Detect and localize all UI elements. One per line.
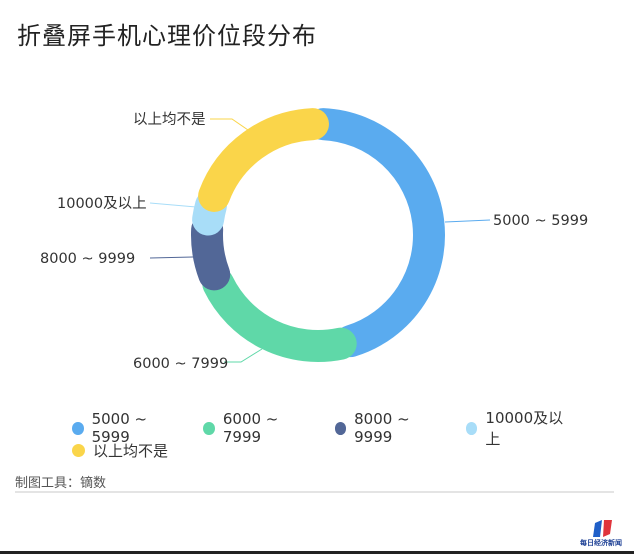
donut-slice-4[interactable]: [198, 108, 329, 212]
legend-dot-icon: [203, 421, 215, 435]
legend-dot-icon: [465, 421, 478, 435]
leader-line-8000: [149, 256, 194, 259]
slice-label-5000-5999: 5000 ~ 5999: [493, 213, 588, 229]
legend-dot-icon: [72, 443, 85, 457]
slice-label-10000-plus: 10000及以上: [57, 195, 147, 212]
slice-label-6000-7999: 6000 ~ 7999: [133, 356, 228, 372]
chart-legend: 5000 ~ 5999 6000 ~ 7999 8000 ~ 9999 1000…: [72, 409, 592, 461]
legend-label: 10000及以上: [485, 409, 564, 448]
legend-label: 8000 ~ 9999: [354, 410, 410, 446]
donut-slices: [191, 108, 445, 362]
donut-slice-2[interactable]: [191, 213, 231, 291]
legend-label: 6000 ~ 7999: [222, 410, 279, 446]
legend-dot-icon: [334, 421, 347, 435]
legend-label: 以上均不是: [93, 441, 169, 460]
legend-dot-icon: [72, 421, 84, 435]
leader-line-none: [210, 118, 249, 131]
donut-chart: 5000 ~ 5999 6000 ~ 7999 8000 ~ 9999 1000…: [40, 108, 588, 372]
legend-item-8000-9999[interactable]: 8000 ~ 9999: [334, 410, 442, 446]
legend-item-none-of-above[interactable]: 以上均不是: [72, 440, 168, 461]
nbd-logo-icon: [593, 520, 612, 537]
legend-item-6000-7999[interactable]: 6000 ~ 7999: [203, 410, 310, 446]
chart-source: 制图工具：镝数: [15, 476, 107, 491]
leader-line-6000: [224, 348, 263, 363]
legend-label: 5000 ~ 5999: [91, 410, 148, 446]
leader-line-10000: [149, 202, 197, 208]
leader-line-5000: [444, 219, 491, 223]
publisher-logo: 每日经济新闻: [573, 520, 625, 550]
donut-slice-1[interactable]: [202, 267, 357, 362]
donut-slice-0[interactable]: [307, 108, 445, 358]
legend-item-5000-5999[interactable]: 5000 ~ 5999: [72, 410, 179, 446]
legend-item-10000-plus[interactable]: 10000及以上: [465, 407, 568, 449]
logo-text: 每日经济新闻: [580, 539, 622, 547]
chart-title: 折叠屏手机心理价位段分布: [17, 22, 317, 50]
bottom-border: [0, 551, 634, 554]
footer-divider: [15, 491, 614, 493]
slice-label-none-of-above: 以上均不是: [133, 111, 206, 128]
slice-label-8000-9999: 8000 ~ 9999: [40, 251, 135, 267]
